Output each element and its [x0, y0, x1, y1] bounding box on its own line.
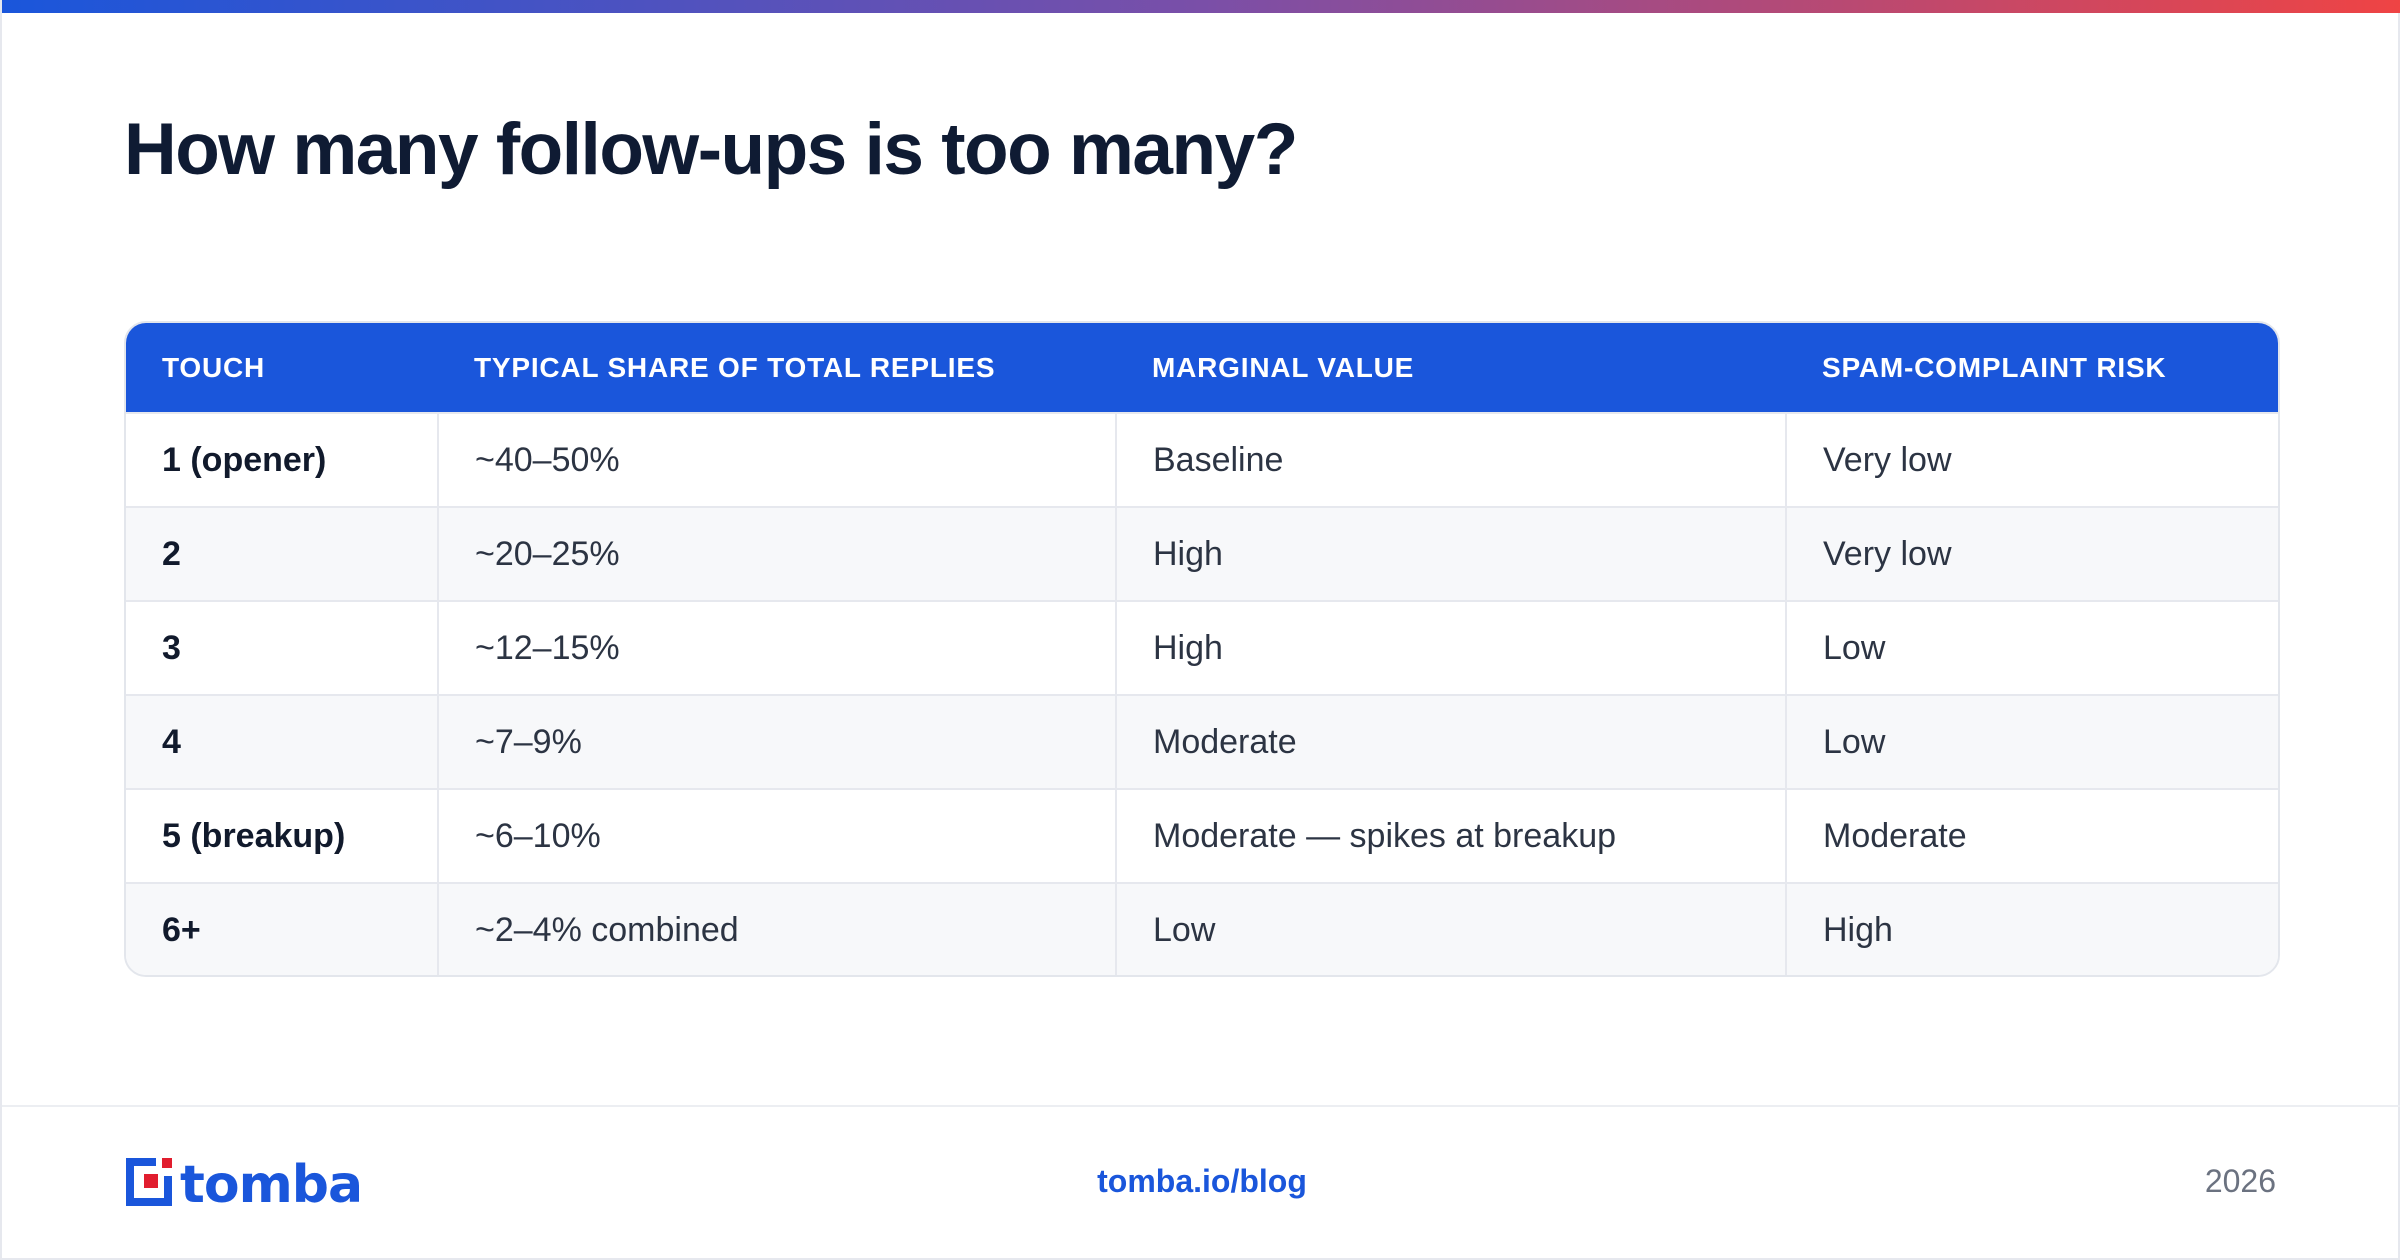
cell-risk: Low	[1785, 600, 2278, 695]
cell-touch: 4	[126, 694, 438, 789]
tomba-logo: tomba	[126, 1155, 363, 1210]
cell-share: ~6–10%	[437, 788, 1116, 883]
cell-touch: 5 (breakup)	[126, 788, 438, 883]
logo-wordmark: tomba	[180, 1155, 362, 1210]
data-table: TOUCH TYPICAL SHARE OF TOTAL REPLIES MAR…	[126, 323, 2278, 975]
blog-link[interactable]: tomba.io/blog	[1097, 1163, 1307, 1199]
cell-touch: 3	[126, 600, 438, 695]
cell-risk: Very low	[1785, 412, 2278, 507]
table-header-row: TOUCH TYPICAL SHARE OF TOTAL REPLIES MAR…	[126, 323, 2278, 413]
cell-value: Moderate	[1115, 694, 1786, 789]
cell-touch: 1 (opener)	[126, 412, 438, 507]
table-row: 3 ~12–15% High Low	[126, 600, 2278, 695]
cell-share: ~2–4% combined	[437, 882, 1116, 975]
table-row: 5 (breakup) ~6–10% Moderate — spikes at …	[126, 788, 2278, 883]
table-row: 2 ~20–25% High Very low	[126, 506, 2278, 601]
top-gradient-bar	[2, 0, 2400, 13]
header-marginal-value: MARGINAL VALUE	[1152, 351, 1415, 383]
page-title: How many follow-ups is too many?	[124, 109, 1298, 190]
header-touch: TOUCH	[162, 351, 266, 383]
cell-share: ~20–25%	[437, 506, 1116, 601]
follow-up-table: TOUCH TYPICAL SHARE OF TOTAL REPLIES MAR…	[124, 321, 2280, 977]
cell-value: Baseline	[1115, 412, 1786, 507]
table-row: 6+ ~2–4% combined Low High	[126, 882, 2278, 975]
table-row: 4 ~7–9% Moderate Low	[126, 694, 2278, 789]
footer-divider	[2, 1105, 2400, 1107]
footer-year: 2026	[2204, 1163, 2276, 1199]
tomba-logo-icon	[126, 1158, 172, 1206]
cell-touch: 2	[126, 506, 438, 601]
cell-value: Low	[1115, 882, 1786, 975]
cell-value: High	[1115, 600, 1786, 695]
header-typical-share: TYPICAL SHARE OF TOTAL REPLIES	[474, 351, 996, 383]
cell-risk: Moderate	[1785, 788, 2278, 883]
cell-value: Moderate — spikes at breakup	[1115, 788, 1786, 883]
cell-risk: High	[1785, 882, 2278, 975]
table-row: 1 (opener) ~40–50% Baseline Very low	[126, 412, 2278, 507]
cell-share: ~40–50%	[437, 412, 1116, 507]
cell-share: ~12–15%	[437, 600, 1116, 695]
cell-risk: Very low	[1785, 506, 2278, 601]
cell-risk: Low	[1785, 694, 2278, 789]
cell-value: High	[1115, 506, 1786, 601]
cell-touch: 6+	[126, 882, 438, 975]
cell-share: ~7–9%	[437, 694, 1116, 789]
header-spam-risk: SPAM-COMPLAINT RISK	[1822, 351, 2167, 383]
